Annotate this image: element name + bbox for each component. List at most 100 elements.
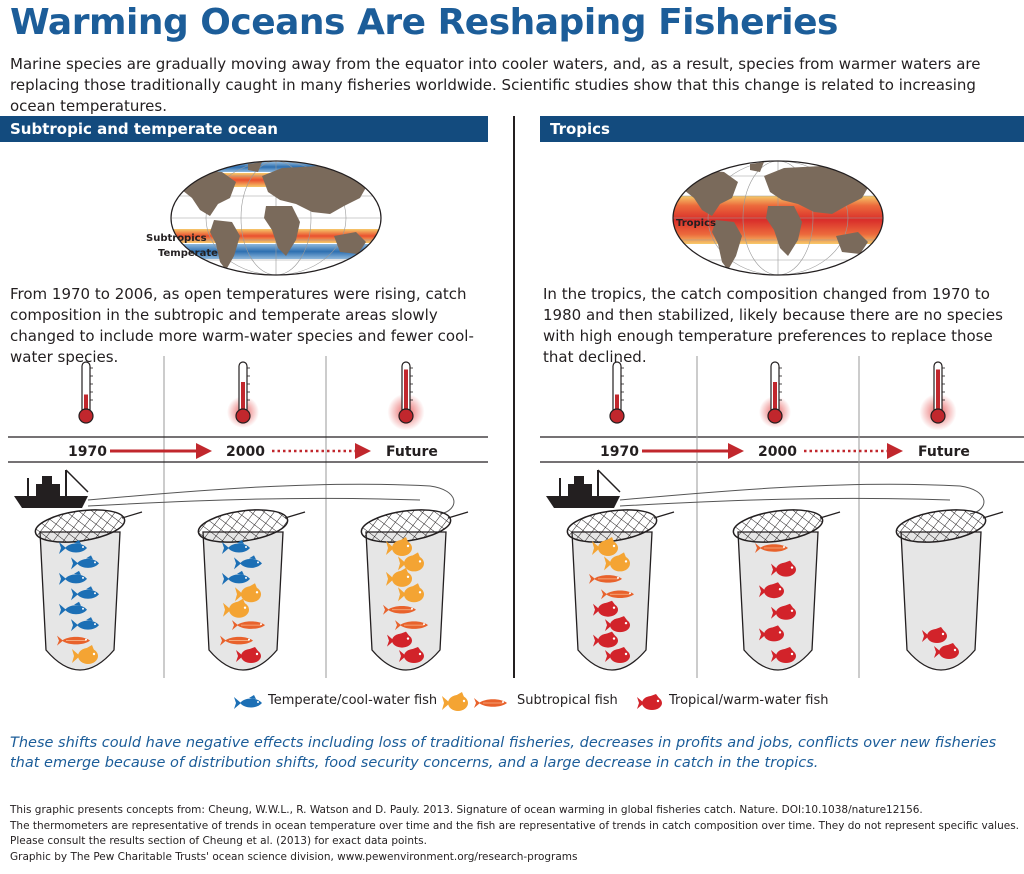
subtropical-fish-icon xyxy=(442,692,468,711)
footnote: Please consult the results section of Ch… xyxy=(10,835,427,847)
net xyxy=(360,509,469,671)
page-title: Warming Oceans Are Reshaping Fisheries xyxy=(10,2,838,43)
temperate-fish-icon xyxy=(59,601,87,616)
timeline-label-2000: 2000 xyxy=(226,444,265,460)
right-fishing-boat xyxy=(546,469,621,508)
net xyxy=(895,509,1004,671)
tropical-fish-icon xyxy=(934,643,959,659)
subtropical-fish-icon xyxy=(220,635,253,646)
temperate-fish-icon xyxy=(234,695,262,709)
right-description: In the tropics, the catch composition ch… xyxy=(543,285,1003,366)
footnote: The thermometers are representative of t… xyxy=(10,819,1020,832)
tropical-fish-icon xyxy=(236,647,261,663)
left-description: From 1970 to 2006, as open temperatures … xyxy=(10,285,474,366)
left-section-header: Subtropic and temperate ocean xyxy=(0,116,488,142)
tropical-fish-icon xyxy=(605,647,630,663)
tropical-fish-icon xyxy=(399,647,424,663)
temperate-fish-icon xyxy=(71,555,99,570)
subtropical-fish-icon xyxy=(398,552,424,572)
timeline-label-1970: 1970 xyxy=(600,444,639,460)
thermometer-mercury xyxy=(615,394,619,412)
left-fishing-boat xyxy=(14,469,89,508)
right-panel-grid xyxy=(696,356,860,678)
subtropical-fish-icon xyxy=(589,573,622,584)
temperate-fish-icon xyxy=(71,586,99,601)
subtropical-fish-icon xyxy=(72,645,98,664)
subtropical-fish-icon xyxy=(386,567,412,587)
right-section-header: Tropics xyxy=(540,116,1024,142)
thermometers xyxy=(78,361,957,431)
net xyxy=(566,509,675,671)
left-panel-grid xyxy=(163,356,327,678)
column-divider xyxy=(513,116,515,678)
timeline-label-2000: 2000 xyxy=(758,444,797,460)
footnotes: This graphic presents concepts from: Che… xyxy=(10,803,1020,865)
tropical-fish-icon xyxy=(771,603,796,620)
thermometer-icon xyxy=(609,361,625,424)
continents xyxy=(178,162,368,270)
tropical-fish-icon xyxy=(593,631,618,648)
footnote: Graphic by The Pew Charitable Trusts' oc… xyxy=(10,850,578,863)
tropical-fish-icon xyxy=(759,625,784,642)
left-timeline: 1970 2000 Future xyxy=(68,443,438,460)
subtropical-fish-icon xyxy=(235,583,261,603)
footnote: This graphic presents concepts from: Che… xyxy=(10,804,923,816)
legend-icons xyxy=(234,692,662,711)
subtropical-fish-icon xyxy=(398,583,424,603)
right-world-map: Tropics xyxy=(672,160,884,276)
intro-text: Marine species are gradually moving away… xyxy=(10,55,981,115)
tropical-fish-icon xyxy=(771,647,796,663)
right-trawl-line xyxy=(619,483,985,515)
subtropical-fish-icon xyxy=(223,598,249,618)
right-timeline: 1970 2000 Future xyxy=(600,443,970,460)
subtropical-fish-icon xyxy=(592,537,618,556)
temperate-fish-icon xyxy=(222,540,250,554)
temperate-fish-icon xyxy=(59,540,87,554)
subtropical-fish-icon xyxy=(395,620,428,631)
legend-temperate-label: Temperate/cool-water fish xyxy=(268,693,438,708)
thermometer-mercury xyxy=(773,382,777,412)
timeline-label-1970: 1970 xyxy=(68,444,107,460)
map-label-tropics: Tropics xyxy=(676,218,716,229)
tropical-fish-icon xyxy=(387,631,412,648)
tropical-fish-icon xyxy=(593,600,618,617)
map-label-subtropics: Subtropics xyxy=(146,233,207,244)
tropical-fish-icon xyxy=(605,616,630,633)
fishing-nets xyxy=(34,509,1004,671)
subtropical-fish-icon xyxy=(383,604,416,615)
subtropical-fish-icon xyxy=(755,543,788,553)
subtropical-fish-icon xyxy=(601,589,634,600)
net xyxy=(197,509,306,671)
thermometer-icon xyxy=(78,361,94,424)
impact-note: These shifts could have negative effects… xyxy=(10,735,997,771)
subtropical-fish-icon xyxy=(474,698,507,708)
left-world-map: Subtropics Temperate xyxy=(146,160,382,276)
thermometer-mercury xyxy=(241,382,245,412)
left-trawl-line xyxy=(87,483,455,515)
thermometer-mercury xyxy=(936,369,940,412)
tropical-fish-icon xyxy=(771,560,796,577)
timeline-label-future: Future xyxy=(386,444,438,460)
tropical-fish-icon xyxy=(637,694,662,710)
legend-tropical-label: Tropical/warm-water fish xyxy=(669,693,829,708)
thermometer-icon xyxy=(387,361,425,431)
net xyxy=(732,509,841,671)
thermometer-mercury xyxy=(404,369,408,412)
temperate-fish-icon xyxy=(234,555,262,570)
thermometer-icon xyxy=(919,361,957,431)
thermometer-icon xyxy=(759,361,791,428)
tropical-fish-icon xyxy=(922,627,947,643)
subtropical-fish-icon xyxy=(232,620,265,631)
temperate-fish-icon xyxy=(71,617,99,632)
net xyxy=(34,509,143,671)
subtropical-fish-icon xyxy=(604,552,630,572)
thermometer-mercury xyxy=(84,394,88,412)
tropical-fish-icon xyxy=(759,582,784,599)
legend-subtropical-label: Subtropical fish xyxy=(517,693,618,708)
temperate-fish-icon xyxy=(222,570,250,585)
subtropical-fish-icon xyxy=(57,635,90,646)
timeline-label-future: Future xyxy=(918,444,970,460)
temperate-fish-icon xyxy=(59,570,87,585)
thermometer-icon xyxy=(227,361,259,428)
